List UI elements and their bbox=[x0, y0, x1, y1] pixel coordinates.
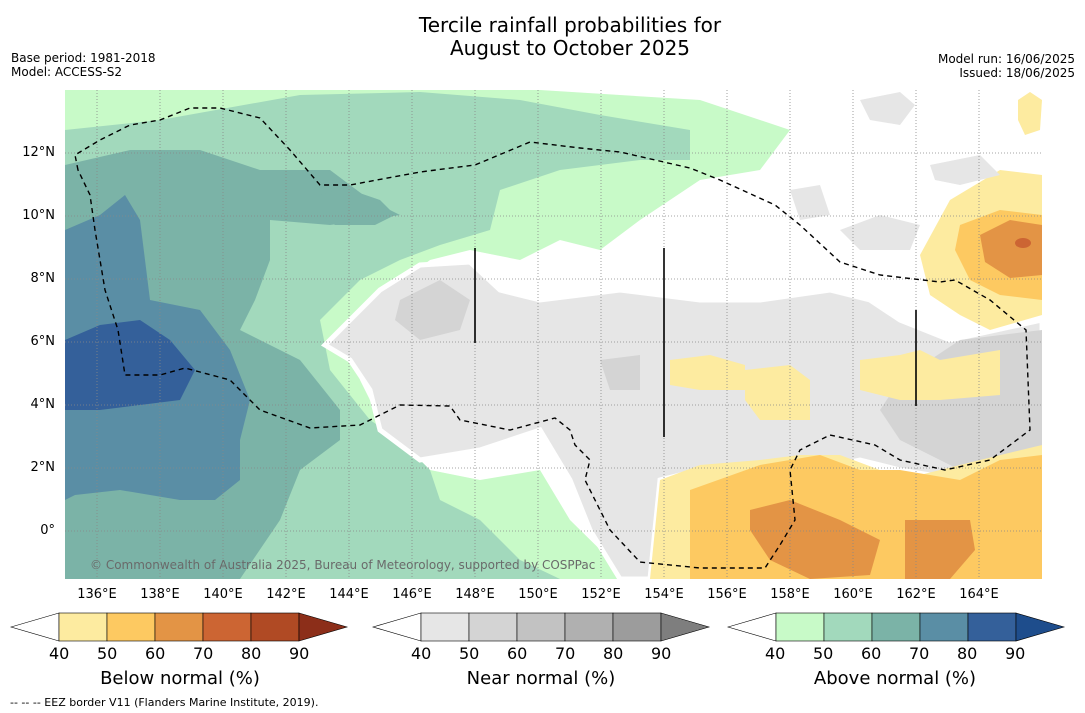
title-line-1: Tercile rainfall probabilities for bbox=[418, 13, 722, 37]
cbar-segment-2 bbox=[106, 612, 156, 642]
below-60-east bbox=[980, 220, 1042, 278]
cbar-above-tick-70: 70 bbox=[909, 644, 930, 663]
near-50-region bbox=[395, 280, 470, 340]
below-40-patch-2 bbox=[745, 365, 810, 420]
cbar-below-tick-80: 80 bbox=[241, 644, 262, 663]
lat-label-0: 0° bbox=[40, 523, 55, 538]
cbar-segment-1 bbox=[58, 612, 108, 642]
cbar-below-tick-90: 90 bbox=[289, 644, 310, 663]
near-40-patch-north-1 bbox=[860, 92, 915, 125]
colorbar-below bbox=[9, 612, 349, 642]
cbar-above-tick-80: 80 bbox=[957, 644, 978, 663]
cbar-segment-1 bbox=[420, 612, 470, 642]
meta-right: Model run: 16/06/2025 Issued: 18/06/2025 bbox=[938, 52, 1075, 80]
cbar-segment-5 bbox=[250, 612, 300, 642]
lat-label-2n: 2°N bbox=[30, 460, 56, 475]
lon-label-138e: 138°E bbox=[140, 587, 180, 602]
issued-date: Issued: 18/06/2025 bbox=[959, 66, 1075, 80]
map-layers bbox=[65, 90, 1042, 579]
lon-label-154e: 154°E bbox=[644, 587, 684, 602]
lon-label-164e: 164°E bbox=[959, 587, 999, 602]
cbar-segment-1 bbox=[775, 612, 825, 642]
near-40-patch-north-2 bbox=[840, 215, 920, 250]
cbar-near-tick-70: 70 bbox=[555, 644, 576, 663]
cbar-segment-5 bbox=[967, 612, 1017, 642]
lon-label-160e: 160°E bbox=[833, 587, 873, 602]
lon-label-158e: 158°E bbox=[770, 587, 810, 602]
cbar-segment-3 bbox=[154, 612, 204, 642]
above-90-region bbox=[65, 320, 195, 410]
cbar-near-tick-80: 80 bbox=[603, 644, 624, 663]
cbar-near-tick-50: 50 bbox=[459, 644, 480, 663]
title-line-2: August to October 2025 bbox=[449, 36, 691, 60]
lon-label-142e: 142°E bbox=[266, 587, 306, 602]
near-50-region-3 bbox=[600, 355, 640, 390]
cbar-near-title: Near normal (%) bbox=[466, 668, 616, 689]
lat-label-12n: 12°N bbox=[22, 145, 55, 160]
lon-label-150e: 150°E bbox=[518, 587, 558, 602]
cbar-segment-2 bbox=[823, 612, 873, 642]
near-50-region-2 bbox=[880, 330, 1042, 470]
lat-label-4n: 4°N bbox=[30, 397, 56, 412]
cbar-above-tick-50: 50 bbox=[813, 644, 834, 663]
below-40-northeast bbox=[1018, 92, 1042, 135]
cbar-extend-high bbox=[1015, 612, 1066, 642]
eez-footnote: -- -- -- EEZ border V11 (Flanders Marine… bbox=[10, 696, 319, 709]
cbar-extend-low bbox=[726, 612, 777, 642]
cbar-extend-high bbox=[298, 612, 349, 642]
lon-label-152e: 152°E bbox=[581, 587, 621, 602]
base-period: Base period: 1981-2018 bbox=[11, 51, 156, 65]
below-70-east bbox=[1015, 238, 1031, 248]
cbar-below-tick-50: 50 bbox=[97, 644, 118, 663]
lat-label-10n: 10°N bbox=[22, 208, 55, 223]
cbar-extend-high bbox=[660, 612, 711, 642]
colorbar-above bbox=[726, 612, 1066, 642]
cbar-segment-2 bbox=[468, 612, 518, 642]
cbar-below-tick-70: 70 bbox=[193, 644, 214, 663]
cbar-extend-low bbox=[9, 612, 60, 642]
cbar-near-tick-40: 40 bbox=[411, 644, 432, 663]
lon-label-140e: 140°E bbox=[203, 587, 243, 602]
cbar-extend-low bbox=[371, 612, 422, 642]
cbar-segment-4 bbox=[202, 612, 252, 642]
lon-label-146e: 146°E bbox=[392, 587, 432, 602]
cbar-below-tick-60: 60 bbox=[145, 644, 166, 663]
lon-label-148e: 148°E bbox=[455, 587, 495, 602]
below-40-patch-1 bbox=[670, 355, 745, 390]
model-run: Model run: 16/06/2025 bbox=[937, 52, 1075, 66]
lon-label-162e: 162°E bbox=[896, 587, 936, 602]
map-title: Tercile rainfall probabilities for Augus… bbox=[0, 14, 1085, 60]
near-40-patch-north-4 bbox=[790, 185, 830, 220]
cbar-segment-4 bbox=[919, 612, 969, 642]
cbar-above-tick-60: 60 bbox=[861, 644, 882, 663]
cbar-segment-4 bbox=[564, 612, 614, 642]
lon-label-136e: 136°E bbox=[77, 587, 117, 602]
cbar-segment-3 bbox=[871, 612, 921, 642]
cbar-below-tick-40: 40 bbox=[49, 644, 70, 663]
cbar-near-tick-90: 90 bbox=[651, 644, 672, 663]
colorbar-near bbox=[371, 612, 711, 642]
graticule bbox=[65, 90, 1042, 579]
lon-label-144e: 144°E bbox=[329, 587, 369, 602]
boundary-markers bbox=[474, 248, 917, 437]
cbar-segment-5 bbox=[612, 612, 662, 642]
cbar-above-title: Above normal (%) bbox=[813, 668, 977, 689]
cbar-above-tick-90: 90 bbox=[1005, 644, 1026, 663]
meta-left: Base period: 1981-2018 Model: ACCESS-S2 bbox=[11, 51, 156, 79]
below-60-south bbox=[750, 500, 880, 579]
lon-label-156e: 156°E bbox=[707, 587, 747, 602]
cbar-below-title: Below normal (%) bbox=[100, 668, 260, 689]
cbar-segment-3 bbox=[516, 612, 566, 642]
lat-label-6n: 6°N bbox=[30, 334, 56, 349]
below-40-patch-3 bbox=[860, 350, 1000, 400]
cbar-above-tick-40: 40 bbox=[765, 644, 786, 663]
near-40-patch-north-3 bbox=[930, 155, 1000, 185]
model-name: Model: ACCESS-S2 bbox=[11, 65, 123, 79]
eez-border bbox=[74, 107, 1031, 569]
below-60-southeast bbox=[905, 520, 975, 579]
lat-label-8n: 8°N bbox=[30, 271, 56, 286]
copyright-notice: © Commonwealth of Australia 2025, Bureau… bbox=[90, 558, 596, 572]
cbar-near-tick-60: 60 bbox=[507, 644, 528, 663]
